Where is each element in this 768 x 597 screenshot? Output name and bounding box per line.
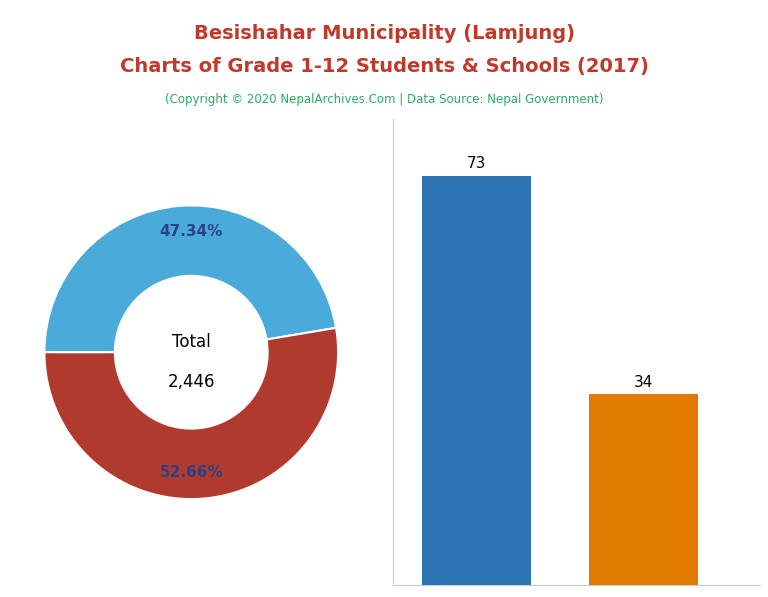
- Text: 34: 34: [634, 375, 654, 390]
- Wedge shape: [45, 205, 336, 352]
- Wedge shape: [45, 328, 338, 499]
- Bar: [422, 176, 531, 585]
- Text: 47.34%: 47.34%: [160, 224, 223, 239]
- Text: (Copyright © 2020 NepalArchives.Com | Data Source: Nepal Government): (Copyright © 2020 NepalArchives.Com | Da…: [165, 93, 603, 106]
- Text: 2,446: 2,446: [167, 373, 215, 390]
- Text: 73: 73: [467, 156, 486, 171]
- Bar: [589, 394, 698, 585]
- Text: 52.66%: 52.66%: [160, 465, 223, 480]
- Text: Besishahar Municipality (Lamjung): Besishahar Municipality (Lamjung): [194, 24, 574, 43]
- Text: Total: Total: [172, 333, 210, 351]
- Text: Charts of Grade 1-12 Students & Schools (2017): Charts of Grade 1-12 Students & Schools …: [120, 57, 648, 76]
